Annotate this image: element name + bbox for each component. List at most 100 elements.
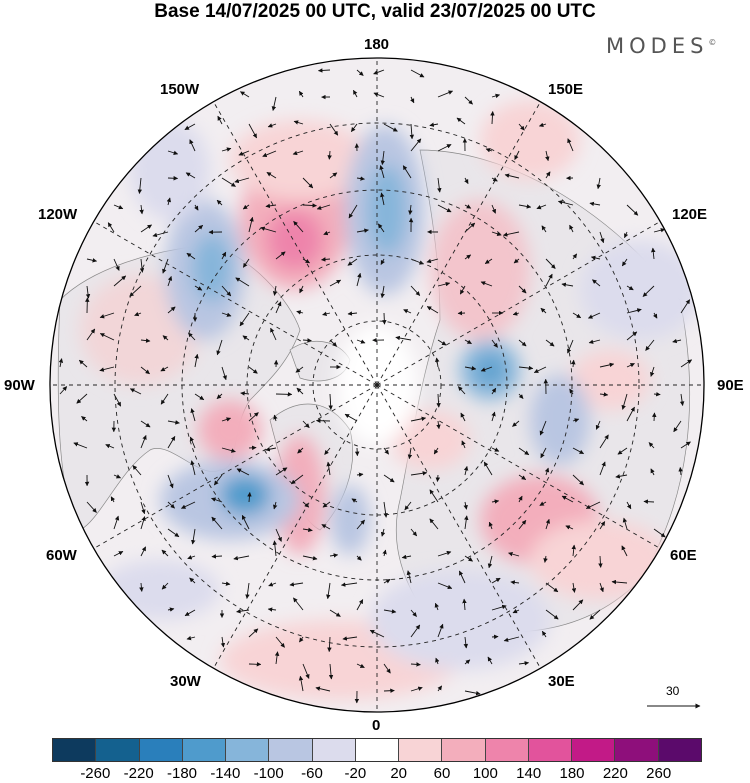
wind-vector — [626, 204, 639, 216]
wind-vector — [267, 607, 277, 612]
wind-vector — [437, 582, 453, 590]
wind-vector — [356, 176, 365, 181]
wind-vector — [456, 117, 466, 125]
wind-vector — [599, 582, 604, 593]
wind-vector — [611, 579, 628, 585]
positive-anomaly — [430, 200, 530, 340]
wind-vector — [491, 499, 500, 504]
wind-vector — [565, 525, 574, 530]
wind-vector — [437, 90, 454, 98]
wind-vector — [315, 686, 331, 692]
wind-vector — [464, 204, 472, 209]
wind-vector — [73, 442, 88, 449]
wind-vector — [167, 436, 176, 449]
wind-vector — [211, 554, 223, 559]
wind-vector — [599, 521, 606, 530]
wind-vector — [134, 311, 142, 317]
wind-vector — [262, 150, 277, 157]
wind-vector — [434, 602, 439, 611]
wind-vector — [464, 555, 473, 562]
wind-vector — [248, 123, 257, 139]
wind-vector — [342, 636, 358, 641]
wind-vector — [572, 599, 584, 611]
wind-vector — [437, 339, 447, 346]
colorbar-tick-label: 20 — [390, 765, 407, 782]
wind-vector — [302, 420, 310, 429]
map-title: Base 14/07/2025 00 UTC, valid 23/07/2025… — [154, 1, 596, 22]
wind-vector — [161, 549, 169, 557]
wind-vector — [626, 285, 634, 291]
wind-vector — [626, 406, 635, 422]
wind-vector — [595, 420, 601, 430]
wind-vector — [545, 609, 559, 620]
lon-label-30w: 30W — [170, 673, 201, 690]
wind-vector — [329, 279, 342, 287]
lon-label-0: 0 — [372, 717, 381, 734]
lon-label-60w: 60W — [46, 547, 77, 564]
wind-vector — [410, 416, 427, 422]
wind-vector — [271, 96, 277, 111]
wind-vector — [293, 120, 304, 125]
wind-vector — [321, 524, 331, 530]
wind-vector — [518, 661, 530, 666]
map-border — [49, 57, 705, 713]
wind-vector — [140, 420, 151, 428]
wind-vector — [321, 257, 331, 262]
wind-vector — [673, 420, 682, 433]
wind-vector — [510, 580, 520, 585]
wind-vector — [624, 231, 629, 239]
colorbar-tick-label: -260 — [80, 765, 111, 782]
wind-vector — [437, 550, 452, 557]
colorbar-cell — [399, 739, 443, 761]
wind-vector — [162, 258, 169, 274]
wind-vector — [113, 275, 127, 287]
wind-vector — [275, 301, 282, 314]
wind-vector — [518, 495, 523, 503]
wind-vector — [344, 413, 358, 422]
wind-vector — [436, 393, 441, 408]
wind-vector — [464, 96, 473, 105]
wind-vector — [167, 306, 176, 314]
wind-vector — [383, 474, 395, 483]
wind-vector — [463, 636, 469, 649]
wind-vector — [437, 623, 444, 638]
wind-vector — [302, 663, 310, 679]
wind-vector — [221, 177, 236, 187]
wind-vector — [299, 285, 304, 294]
wind-vector — [650, 468, 655, 476]
wind-vector — [298, 90, 304, 98]
wind-vector — [190, 460, 196, 476]
wind-vector — [265, 203, 277, 209]
wind-vector — [678, 466, 683, 476]
wind-vector — [113, 204, 124, 210]
wind-vector — [273, 414, 278, 422]
wind-vector — [491, 387, 497, 395]
wind-vector — [220, 636, 226, 648]
wind-vector — [213, 474, 223, 486]
wind-vector — [382, 549, 387, 557]
wind-vector — [211, 497, 223, 503]
wind-vector — [488, 521, 493, 530]
wind-vector — [429, 489, 439, 503]
wind-vector — [167, 501, 175, 509]
wind-vector — [221, 447, 236, 453]
wind-vector — [383, 579, 391, 584]
wind-vector — [377, 223, 385, 233]
wind-vector — [622, 517, 628, 530]
colorbar-cell — [53, 739, 97, 761]
wind-vector — [410, 624, 421, 638]
colorbar-cell — [485, 739, 529, 761]
wind-vector — [241, 514, 250, 530]
wind-vector — [491, 231, 502, 236]
wind-vectors — [58, 68, 693, 704]
wind-vector — [653, 528, 666, 538]
wind-vector — [190, 408, 196, 422]
wind-vector — [518, 393, 524, 399]
wind-vector — [302, 258, 310, 264]
wind-vector — [356, 599, 364, 611]
wind-vector — [167, 474, 174, 489]
wind-vector — [457, 386, 466, 395]
wind-vector — [536, 204, 547, 210]
wind-vector — [194, 393, 205, 401]
wind-vector — [545, 171, 551, 179]
